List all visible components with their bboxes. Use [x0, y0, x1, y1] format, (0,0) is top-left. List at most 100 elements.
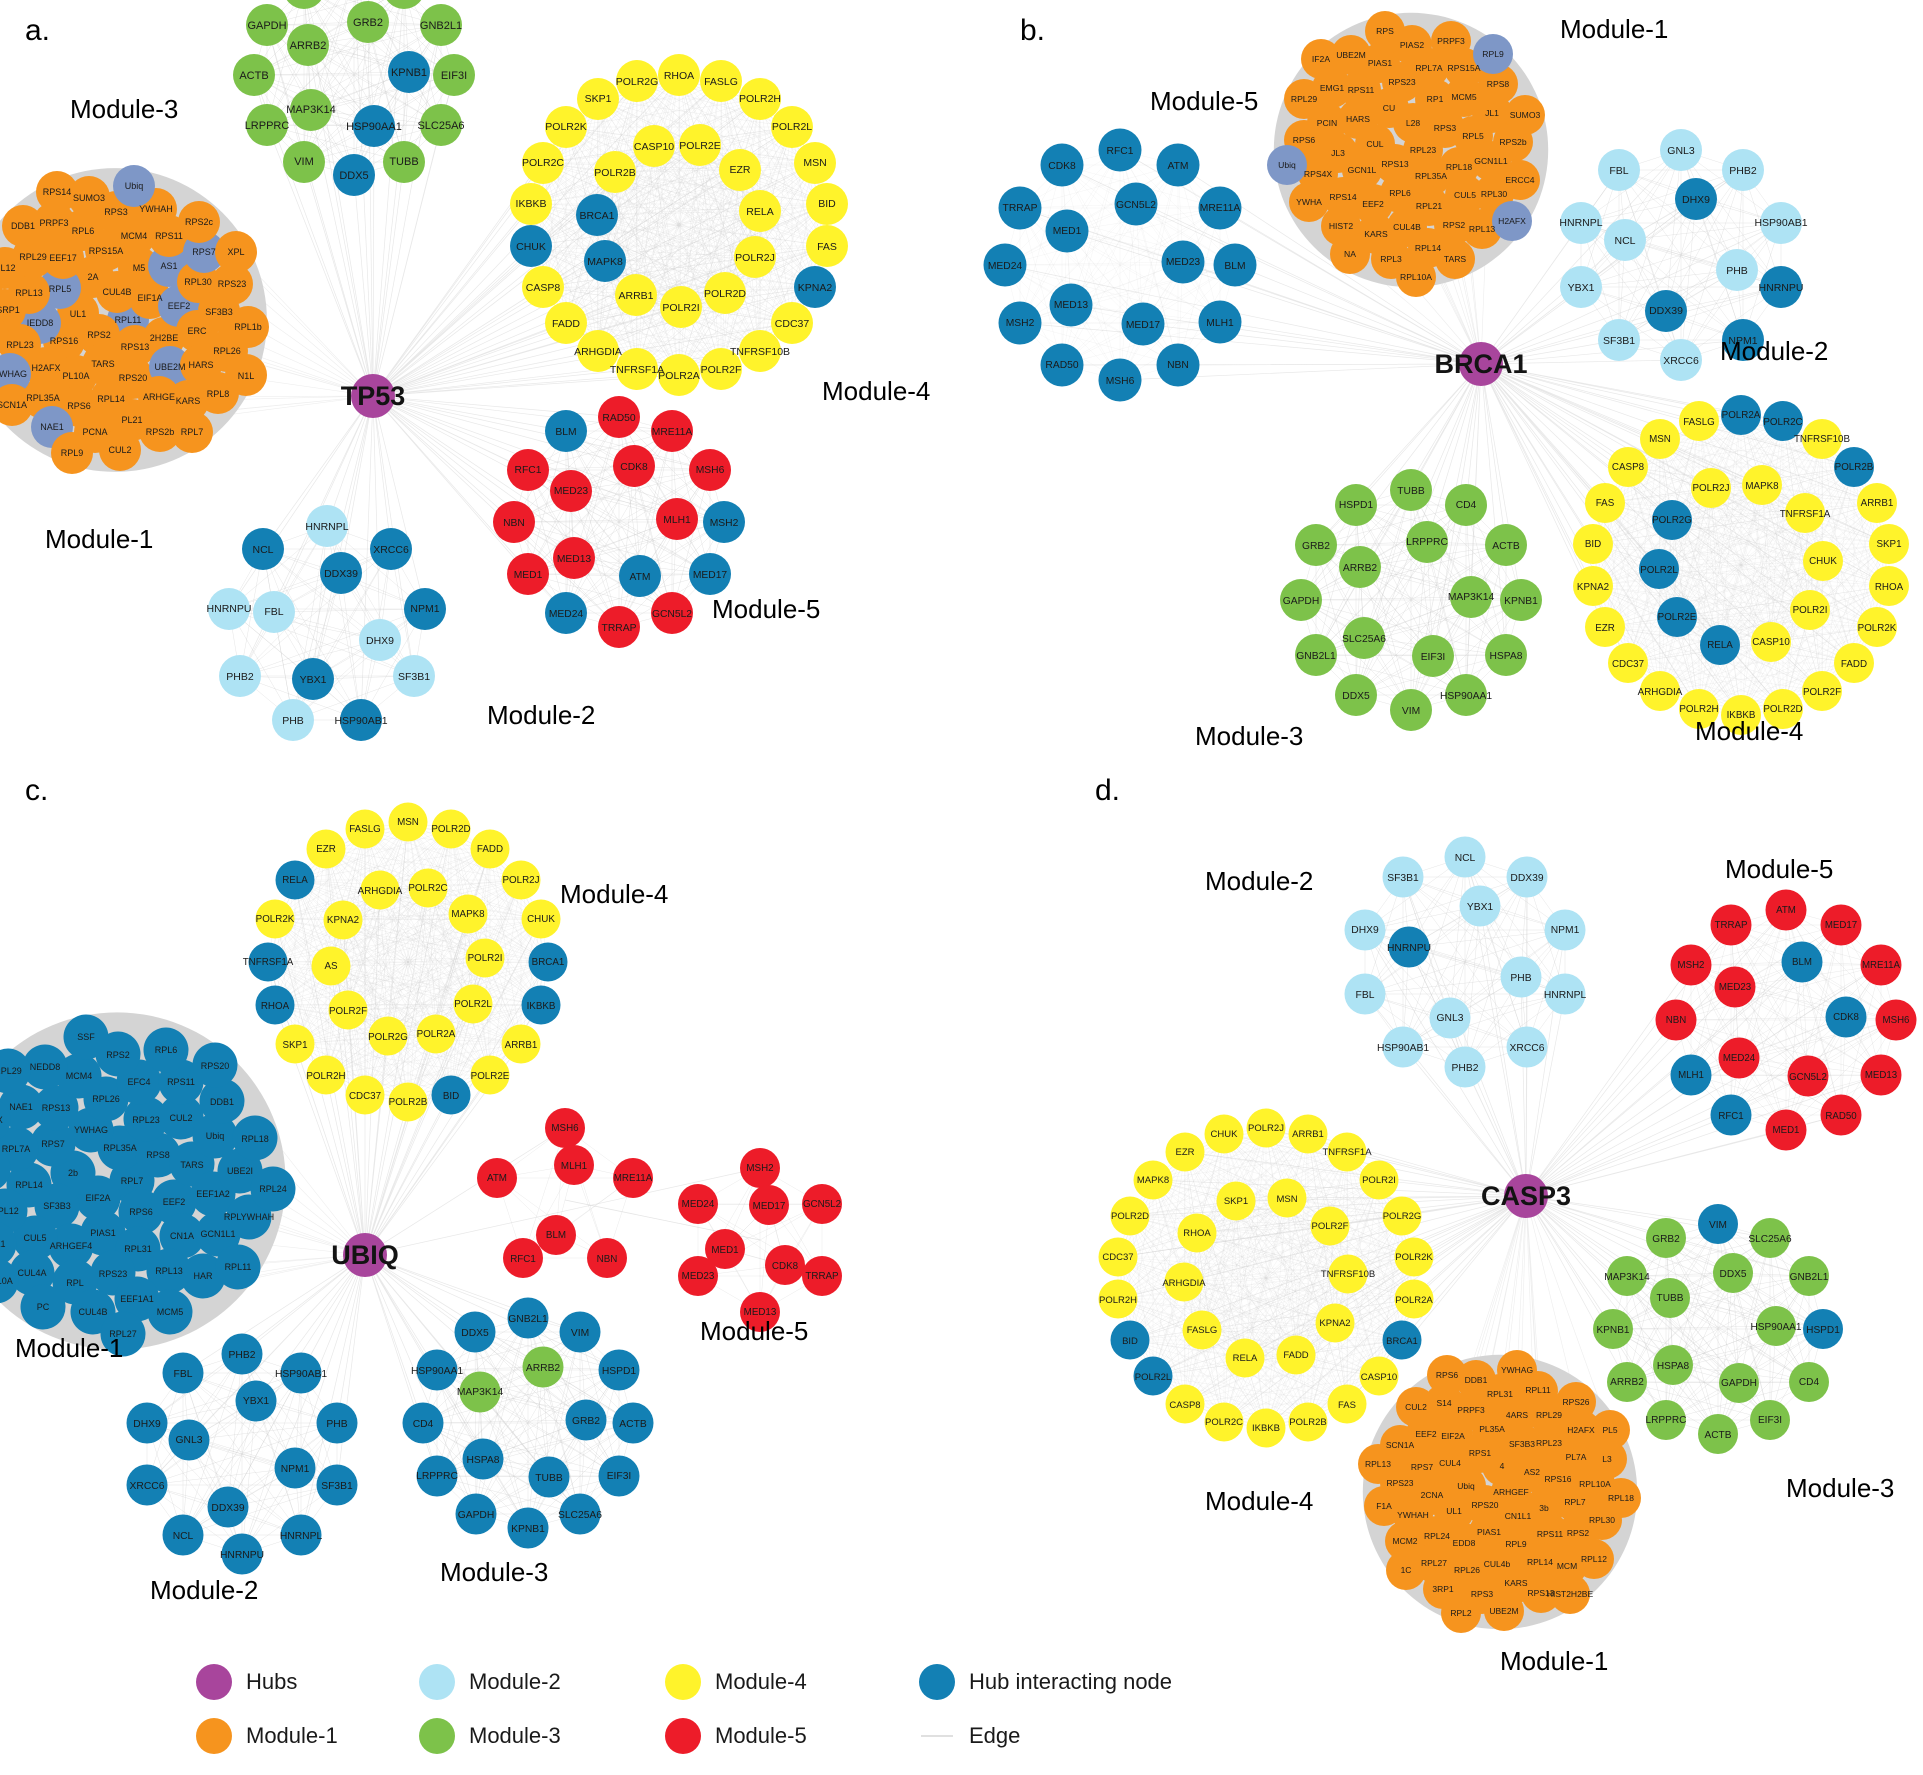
svg-text:LRPPRC: LRPPRC: [1406, 537, 1448, 548]
svg-text:Ubiq: Ubiq: [125, 181, 144, 191]
svg-text:JL3: JL3: [1331, 148, 1345, 158]
svg-text:POLR2B: POLR2B: [594, 167, 635, 179]
svg-text:4: 4: [1500, 1461, 1505, 1471]
svg-text:HNRNPU: HNRNPU: [220, 1550, 264, 1561]
svg-text:RPS3: RPS3: [1471, 1589, 1493, 1599]
svg-text:HSP90AB1: HSP90AB1: [1754, 217, 1807, 229]
svg-text:CUL1: CUL1: [0, 1239, 6, 1249]
svg-text:Module-4: Module-4: [822, 376, 930, 406]
svg-text:POLR2E: POLR2E: [471, 1071, 510, 1082]
svg-text:POLR2A: POLR2A: [658, 370, 699, 382]
svg-text:POLR2C: POLR2C: [1205, 1417, 1243, 1428]
svg-text:NPM1: NPM1: [281, 1464, 310, 1475]
svg-text:HSP90AA1: HSP90AA1: [1750, 1322, 1801, 1333]
svg-text:BRCA1: BRCA1: [579, 210, 614, 222]
svg-text:EIF3I: EIF3I: [1758, 1415, 1782, 1426]
svg-text:BLM: BLM: [1792, 957, 1812, 968]
svg-text:MED13: MED13: [1865, 1070, 1897, 1081]
svg-text:MED17: MED17: [753, 1201, 786, 1212]
svg-text:RPL24: RPL24: [259, 1184, 287, 1194]
svg-text:RPL30: RPL30: [184, 277, 212, 287]
svg-text:EEF1A1: EEF1A1: [120, 1294, 154, 1304]
svg-text:SF3B1: SF3B1: [1387, 873, 1419, 884]
svg-text:SF3B1: SF3B1: [321, 1481, 353, 1492]
svg-text:POLR2B: POLR2B: [389, 1097, 428, 1108]
svg-text:RPL24: RPL24: [1424, 1531, 1450, 1541]
svg-text:MCM5: MCM5: [1451, 92, 1477, 102]
svg-text:MLH1: MLH1: [1206, 318, 1234, 329]
svg-text:TNFRSF1A: TNFRSF1A: [610, 364, 664, 376]
svg-text:KPNB1: KPNB1: [391, 67, 427, 79]
svg-text:SKP1: SKP1: [1876, 539, 1901, 550]
svg-text:SF3B3: SF3B3: [1509, 1439, 1535, 1449]
svg-text:NAE1: NAE1: [40, 422, 64, 432]
svg-text:NPM1: NPM1: [410, 603, 439, 615]
svg-text:Module-2: Module-2: [469, 1669, 561, 1694]
svg-text:BRCA1: BRCA1: [1434, 349, 1527, 379]
svg-text:4ARS: 4ARS: [1506, 1410, 1529, 1420]
svg-text:XRCC6: XRCC6: [373, 544, 409, 556]
svg-text:ARHGE: ARHGE: [143, 392, 175, 402]
svg-text:MED13: MED13: [557, 554, 592, 565]
svg-text:SCN1A: SCN1A: [1386, 1440, 1415, 1450]
svg-text:BLM: BLM: [555, 427, 576, 438]
svg-text:ARRB2: ARRB2: [290, 40, 327, 52]
svg-text:YBX1: YBX1: [1467, 902, 1494, 913]
svg-text:POLR2L: POLR2L: [454, 999, 492, 1010]
svg-text:RFC1: RFC1: [1718, 1111, 1743, 1122]
svg-text:ARRB1: ARRB1: [1292, 1129, 1324, 1140]
svg-text:BID: BID: [818, 198, 836, 210]
svg-text:TUBB: TUBB: [389, 156, 418, 168]
svg-text:RPL14: RPL14: [15, 1180, 43, 1190]
svg-text:MED23: MED23: [1166, 257, 1201, 268]
svg-text:CUL4B: CUL4B: [102, 287, 131, 297]
svg-text:TUBB: TUBB: [1397, 486, 1425, 497]
svg-text:POLR2E: POLR2E: [1658, 612, 1697, 623]
svg-text:Module-3: Module-3: [70, 94, 178, 124]
svg-text:CUL4B: CUL4B: [1393, 222, 1421, 232]
svg-text:RPS20: RPS20: [201, 1061, 230, 1071]
svg-text:TNFRSF10B: TNFRSF10B: [730, 346, 790, 358]
svg-text:ARHGDIA: ARHGDIA: [358, 886, 403, 897]
svg-text:DHX9: DHX9: [366, 635, 394, 647]
svg-text:NCL: NCL: [173, 1531, 194, 1542]
svg-text:EZR: EZR: [1595, 623, 1615, 634]
svg-text:POLR2H: POLR2H: [306, 1071, 345, 1082]
svg-text:POLR2J: POLR2J: [1248, 1123, 1284, 1134]
svg-text:RPL8: RPL8: [207, 389, 230, 399]
svg-text:POLR2D: POLR2D: [1111, 1211, 1149, 1222]
svg-text:IKBKB: IKBKB: [1252, 1423, 1280, 1434]
svg-text:RPS2: RPS2: [1443, 220, 1466, 230]
svg-text:RPL7A: RPL7A: [2, 1144, 31, 1154]
svg-text:RPL26: RPL26: [1454, 1565, 1480, 1575]
svg-text:RPL5: RPL5: [1462, 131, 1484, 141]
svg-text:CHUK: CHUK: [1809, 556, 1837, 567]
svg-text:RHOA: RHOA: [1875, 582, 1904, 593]
svg-text:RPL29: RPL29: [0, 1066, 22, 1076]
svg-text:RPS14: RPS14: [43, 187, 72, 197]
svg-text:RPS13: RPS13: [121, 342, 150, 352]
svg-text:HSPA8: HSPA8: [1489, 651, 1522, 662]
svg-text:HIST2: HIST2: [1329, 221, 1354, 231]
svg-text:VIM: VIM: [1402, 706, 1420, 717]
svg-text:Module-1: Module-1: [246, 1723, 338, 1748]
svg-text:BID: BID: [1122, 1336, 1138, 1347]
svg-text:L3: L3: [1602, 1454, 1612, 1464]
svg-text:PL7A: PL7A: [1566, 1452, 1587, 1462]
svg-text:MSN: MSN: [1649, 434, 1671, 445]
svg-text:Hubs: Hubs: [246, 1669, 297, 1694]
svg-text:RPS4X: RPS4X: [1304, 169, 1332, 179]
svg-text:FAS: FAS: [1338, 1400, 1356, 1411]
svg-text:RPL31: RPL31: [1487, 1389, 1513, 1399]
svg-text:AS2: AS2: [1524, 1467, 1540, 1477]
svg-text:RPL27: RPL27: [1421, 1558, 1447, 1568]
svg-text:RPL21: RPL21: [1416, 201, 1442, 211]
svg-text:POLR2J: POLR2J: [735, 252, 775, 264]
svg-text:NBN: NBN: [1167, 360, 1189, 371]
svg-text:PHB: PHB: [282, 715, 304, 727]
svg-text:IKBKB: IKBKB: [516, 198, 547, 210]
svg-text:YWHAH: YWHAH: [1397, 1510, 1429, 1520]
svg-text:POLR2G: POLR2G: [616, 76, 659, 88]
svg-text:JL1: JL1: [1485, 108, 1499, 118]
svg-text:MED17: MED17: [1825, 920, 1857, 931]
